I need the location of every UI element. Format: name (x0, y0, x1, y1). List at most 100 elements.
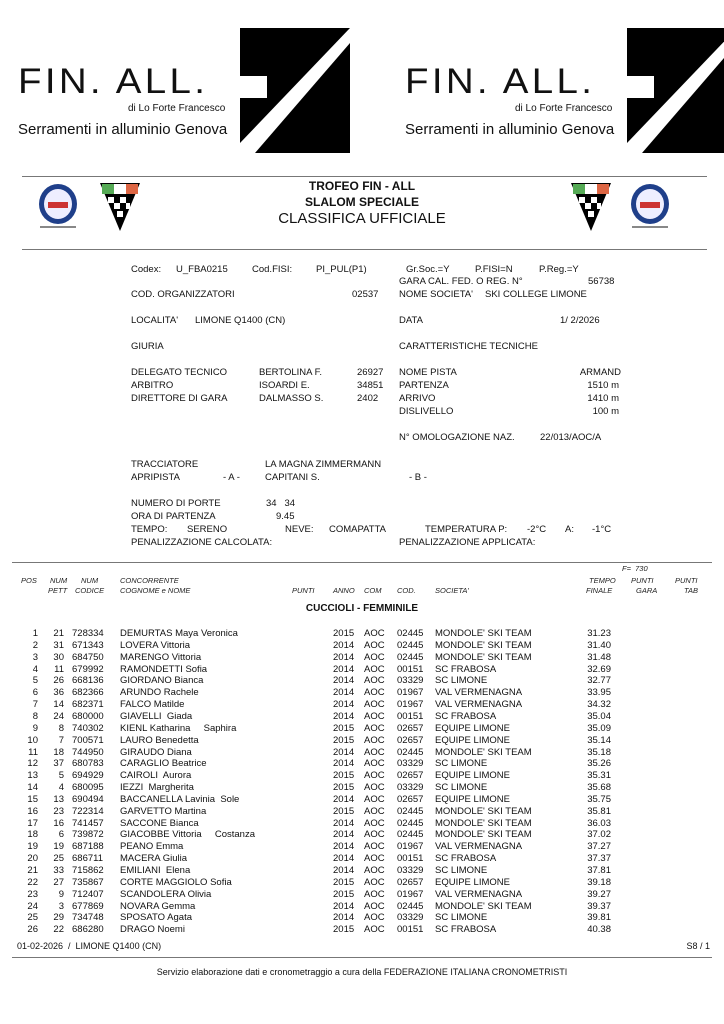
cell-tempo: 35.31 (587, 770, 611, 782)
cell-pos: 5 (32, 675, 38, 687)
tracciatore-value: LA MAGNA ZIMMERMANN (265, 459, 382, 470)
cell-pett: 22 (53, 924, 64, 936)
cell-societa: MONDOLE' SKI TEAM (435, 651, 532, 663)
cell-societa: SC LIMONE (435, 782, 488, 794)
col-societa: SOCIETA' (435, 586, 469, 595)
cell-tempo: 35.04 (587, 710, 611, 722)
cell-name: MARENGO Vittoria (120, 651, 202, 663)
cell-societa: SC FRABOSA (435, 710, 497, 722)
cell-pett: 29 (53, 912, 64, 924)
col-cognome-nome: COGNOME e NOME (120, 586, 191, 595)
cell-com: AOC (364, 924, 385, 936)
cell-tempo: 37.02 (587, 829, 611, 841)
cell-pos: 26 (27, 924, 38, 936)
cell-cod: 00151 (397, 853, 424, 865)
cell-cod: 02445 (397, 746, 424, 758)
cell-name: CAIROLI Aurora (120, 770, 192, 782)
cell-tempo: 31.48 (587, 651, 611, 663)
sponsor-mark-icon (627, 28, 724, 153)
cell-cod: 03329 (397, 758, 424, 770)
cell-cod: 00151 (397, 924, 424, 936)
pista-label: NOME PISTA (399, 367, 457, 378)
cell-anno: 2015 (333, 805, 355, 817)
cell-pos: 19 (27, 841, 38, 853)
table-row: 17 16 741457 SACCONE Bianca 2014 AOC 02445 MOND… (0, 818, 724, 830)
cell-societa: VAL VERMENAGNA (435, 841, 523, 853)
cell-com: AOC (364, 793, 385, 805)
cell-pos: 8 (32, 710, 38, 722)
cell-tempo: 35.26 (587, 758, 611, 770)
cell-pos: 10 (27, 734, 38, 746)
cell-codice: 744950 (72, 746, 104, 758)
footer-date-location: 01-02-2026 / LIMONE Q1400 (CN) (17, 941, 162, 951)
cell-tempo: 31.40 (587, 639, 611, 651)
col-cod: COD. (397, 586, 416, 595)
cell-pos: 4 (32, 663, 38, 675)
delegato-value: BERTOLINA F. (259, 367, 323, 378)
cell-name: ARUNDO Rachele (120, 687, 199, 699)
cell-com: AOC (364, 829, 385, 841)
cell-tempo: 39.81 (587, 912, 611, 924)
temperatura-a-label: A: (565, 524, 574, 535)
cell-cod: 00151 (397, 663, 424, 675)
cell-cod: 02657 (397, 722, 424, 734)
cell-name: IEZZI Margherita (120, 782, 194, 794)
cell-pett: 14 (53, 699, 64, 711)
table-row: 20 25 686711 MACERA Giulia 2014 AOC 00151 SC FR… (0, 853, 724, 865)
service-credit: Servizio elaborazione dati e cronometrag… (156, 967, 568, 977)
cell-pett: 11 (54, 663, 64, 675)
table-row: 19 19 687188 PEANO Emma 2014 AOC 01967 VAL VERM… (0, 841, 724, 853)
cell-societa: MONDOLE' SKI TEAM (435, 628, 532, 639)
dislivello-label: DISLIVELLO (399, 406, 454, 417)
codorg-value: 02537 (352, 289, 379, 300)
cell-societa: EQUIPE LIMONE (435, 876, 510, 888)
cell-cod: 02657 (397, 793, 424, 805)
cell-societa: SC LIMONE (435, 675, 488, 687)
cell-pos: 9 (32, 722, 38, 734)
cell-pett: 13 (53, 793, 64, 805)
cell-tempo: 35.81 (587, 805, 611, 817)
cronometristi-badge-icon (631, 184, 669, 228)
col-num: NUM (50, 576, 68, 585)
localita-label: LOCALITA' (131, 315, 179, 326)
cell-pos: 17 (27, 817, 38, 829)
cell-anno: 2014 (333, 853, 355, 865)
cell-pos: 15 (27, 793, 38, 805)
cell-pos: 22 (27, 876, 38, 888)
event-discipline: SLALOM SPECIALE (304, 195, 419, 209)
gara-value: 56738 (588, 276, 615, 287)
cell-name: LOVERA Vittoria (120, 639, 191, 651)
cell-tempo: 39.27 (587, 888, 611, 900)
caratteristiche-heading: CARATTERISTICHE TECNICHE (399, 341, 538, 352)
cell-pos: 3 (32, 651, 38, 663)
document-title: CLASSIFICA UFFICIALE (278, 210, 446, 227)
cell-name: RAMONDETTI Sofia (120, 663, 208, 675)
cell-tempo: 39.18 (587, 876, 611, 888)
cell-codice: 690494 (72, 793, 104, 805)
cell-tempo: 35.75 (587, 793, 611, 805)
cell-pos: 14 (27, 782, 38, 794)
col-com: COM (364, 586, 382, 595)
cell-name: EMILIANI Elena (120, 865, 191, 876)
cell-anno: 2015 (333, 782, 355, 794)
cell-com: AOC (364, 758, 385, 770)
cell-tempo: 32.77 (587, 675, 611, 687)
cell-com: AOC (364, 853, 385, 865)
cell-com: AOC (364, 651, 385, 663)
col-tab: TAB (684, 586, 699, 595)
category-heading: CUCCIOLI - FEMMINILE (305, 603, 419, 614)
cell-anno: 2014 (333, 865, 355, 876)
sponsor-brand: FIN. ALL. (18, 62, 209, 101)
table-row: 15 13 690494 BACCANELLA Lavinia Sole 2014 AOC… (0, 794, 724, 806)
omologazione-value: 22/013/AOC/A (540, 432, 602, 443)
cell-anno: 2014 (333, 663, 355, 675)
cell-anno: 2015 (333, 722, 355, 734)
cell-anno: 2014 (333, 793, 355, 805)
col-punti-gara: PUNTI (631, 576, 654, 585)
table-row: 21 33 715862 EMILIANI Elena 2014 AOC 03329 SC L… (0, 865, 724, 877)
table-row: 4 11 679992 RAMONDETTI Sofia 2014 AOC 00151 SC … (0, 664, 724, 676)
cell-societa: SC FRABOSA (435, 853, 497, 865)
cell-codice: 686711 (72, 853, 103, 865)
cell-codice: 682366 (72, 687, 104, 699)
table-row: 16 23 722314 GARVETTO Martina 2015 AOC 02445 MO… (0, 806, 724, 818)
